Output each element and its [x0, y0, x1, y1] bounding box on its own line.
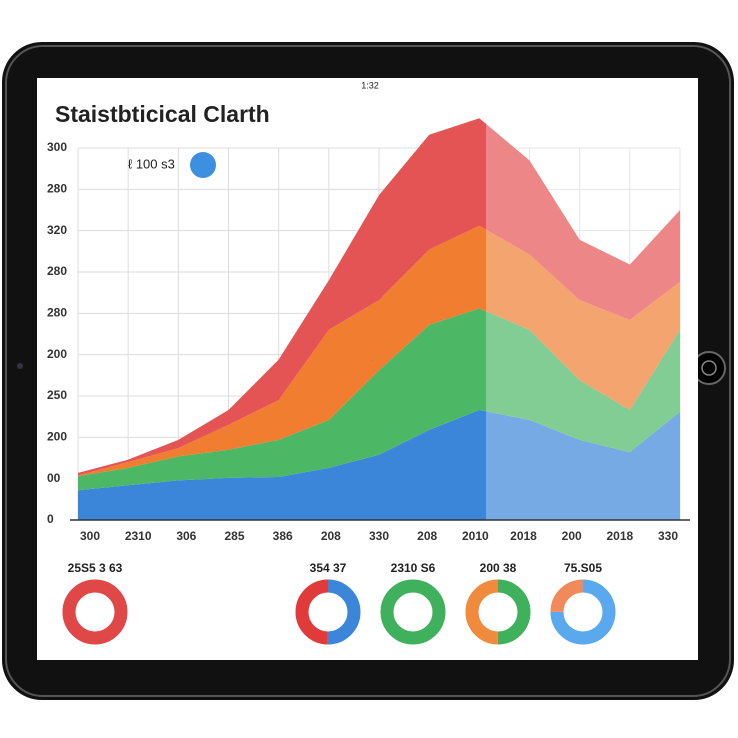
donut-segment: [295, 579, 361, 645]
donut-label: 2310 S6: [391, 561, 436, 575]
donut-label: 354 37: [310, 561, 347, 575]
y-tick-label: 280: [47, 264, 67, 278]
x-tick-label: 2310: [125, 529, 152, 543]
y-tick-label: 250: [47, 388, 67, 402]
y-tick-label: 200: [47, 430, 67, 444]
x-tick-label: 208: [321, 529, 341, 543]
donut-label: 25S5 3 63: [68, 561, 123, 575]
area-series: [78, 308, 680, 491]
legend-swatch: [190, 152, 216, 178]
y-tick-label: 280: [47, 306, 67, 320]
highlight-overlay: [486, 100, 682, 520]
area-series: [78, 410, 680, 520]
status-time: 1:32: [361, 80, 379, 90]
donut-label: 75.S05: [564, 561, 602, 575]
y-tick-label: 280: [47, 182, 67, 196]
x-tick-label: 208: [417, 529, 437, 543]
x-tick-label: 2010: [462, 529, 489, 543]
y-tick-label: 200: [47, 347, 67, 361]
x-tick-label: 200: [562, 529, 582, 543]
x-tick-label: 306: [176, 529, 196, 543]
area-series: [78, 225, 680, 477]
donut-segment: [62, 579, 128, 645]
x-tick-label: 300: [80, 529, 100, 543]
y-tick-label: 300: [47, 140, 67, 154]
tablet-bezel-edge: [5, 45, 731, 697]
y-tick-label: 00: [47, 471, 61, 485]
chart-title: Staistbticical Clarth: [55, 101, 270, 127]
x-tick-label: 330: [658, 529, 678, 543]
legend-label: ℓ 100 s3: [128, 156, 175, 171]
x-tick-label: 2018: [606, 529, 633, 543]
x-tick-label: 330: [369, 529, 389, 543]
donut-row: 25S5 3 63 354 37 2310 S6 200 38 75.S05: [62, 561, 616, 645]
x-tick-label: 2018: [510, 529, 537, 543]
x-tick-label: 386: [273, 529, 293, 543]
donut-segment: [550, 579, 616, 645]
y-tick-label: 320: [47, 223, 67, 237]
donut-segment: [465, 579, 531, 645]
home-button-ring: [701, 360, 717, 376]
y-tick-label: 0: [47, 512, 54, 526]
area-series: [78, 118, 680, 476]
x-tick-label: 285: [224, 529, 244, 543]
donut-segment: [380, 579, 446, 645]
camera: [17, 363, 23, 369]
donut-label: 200 38: [480, 561, 517, 575]
